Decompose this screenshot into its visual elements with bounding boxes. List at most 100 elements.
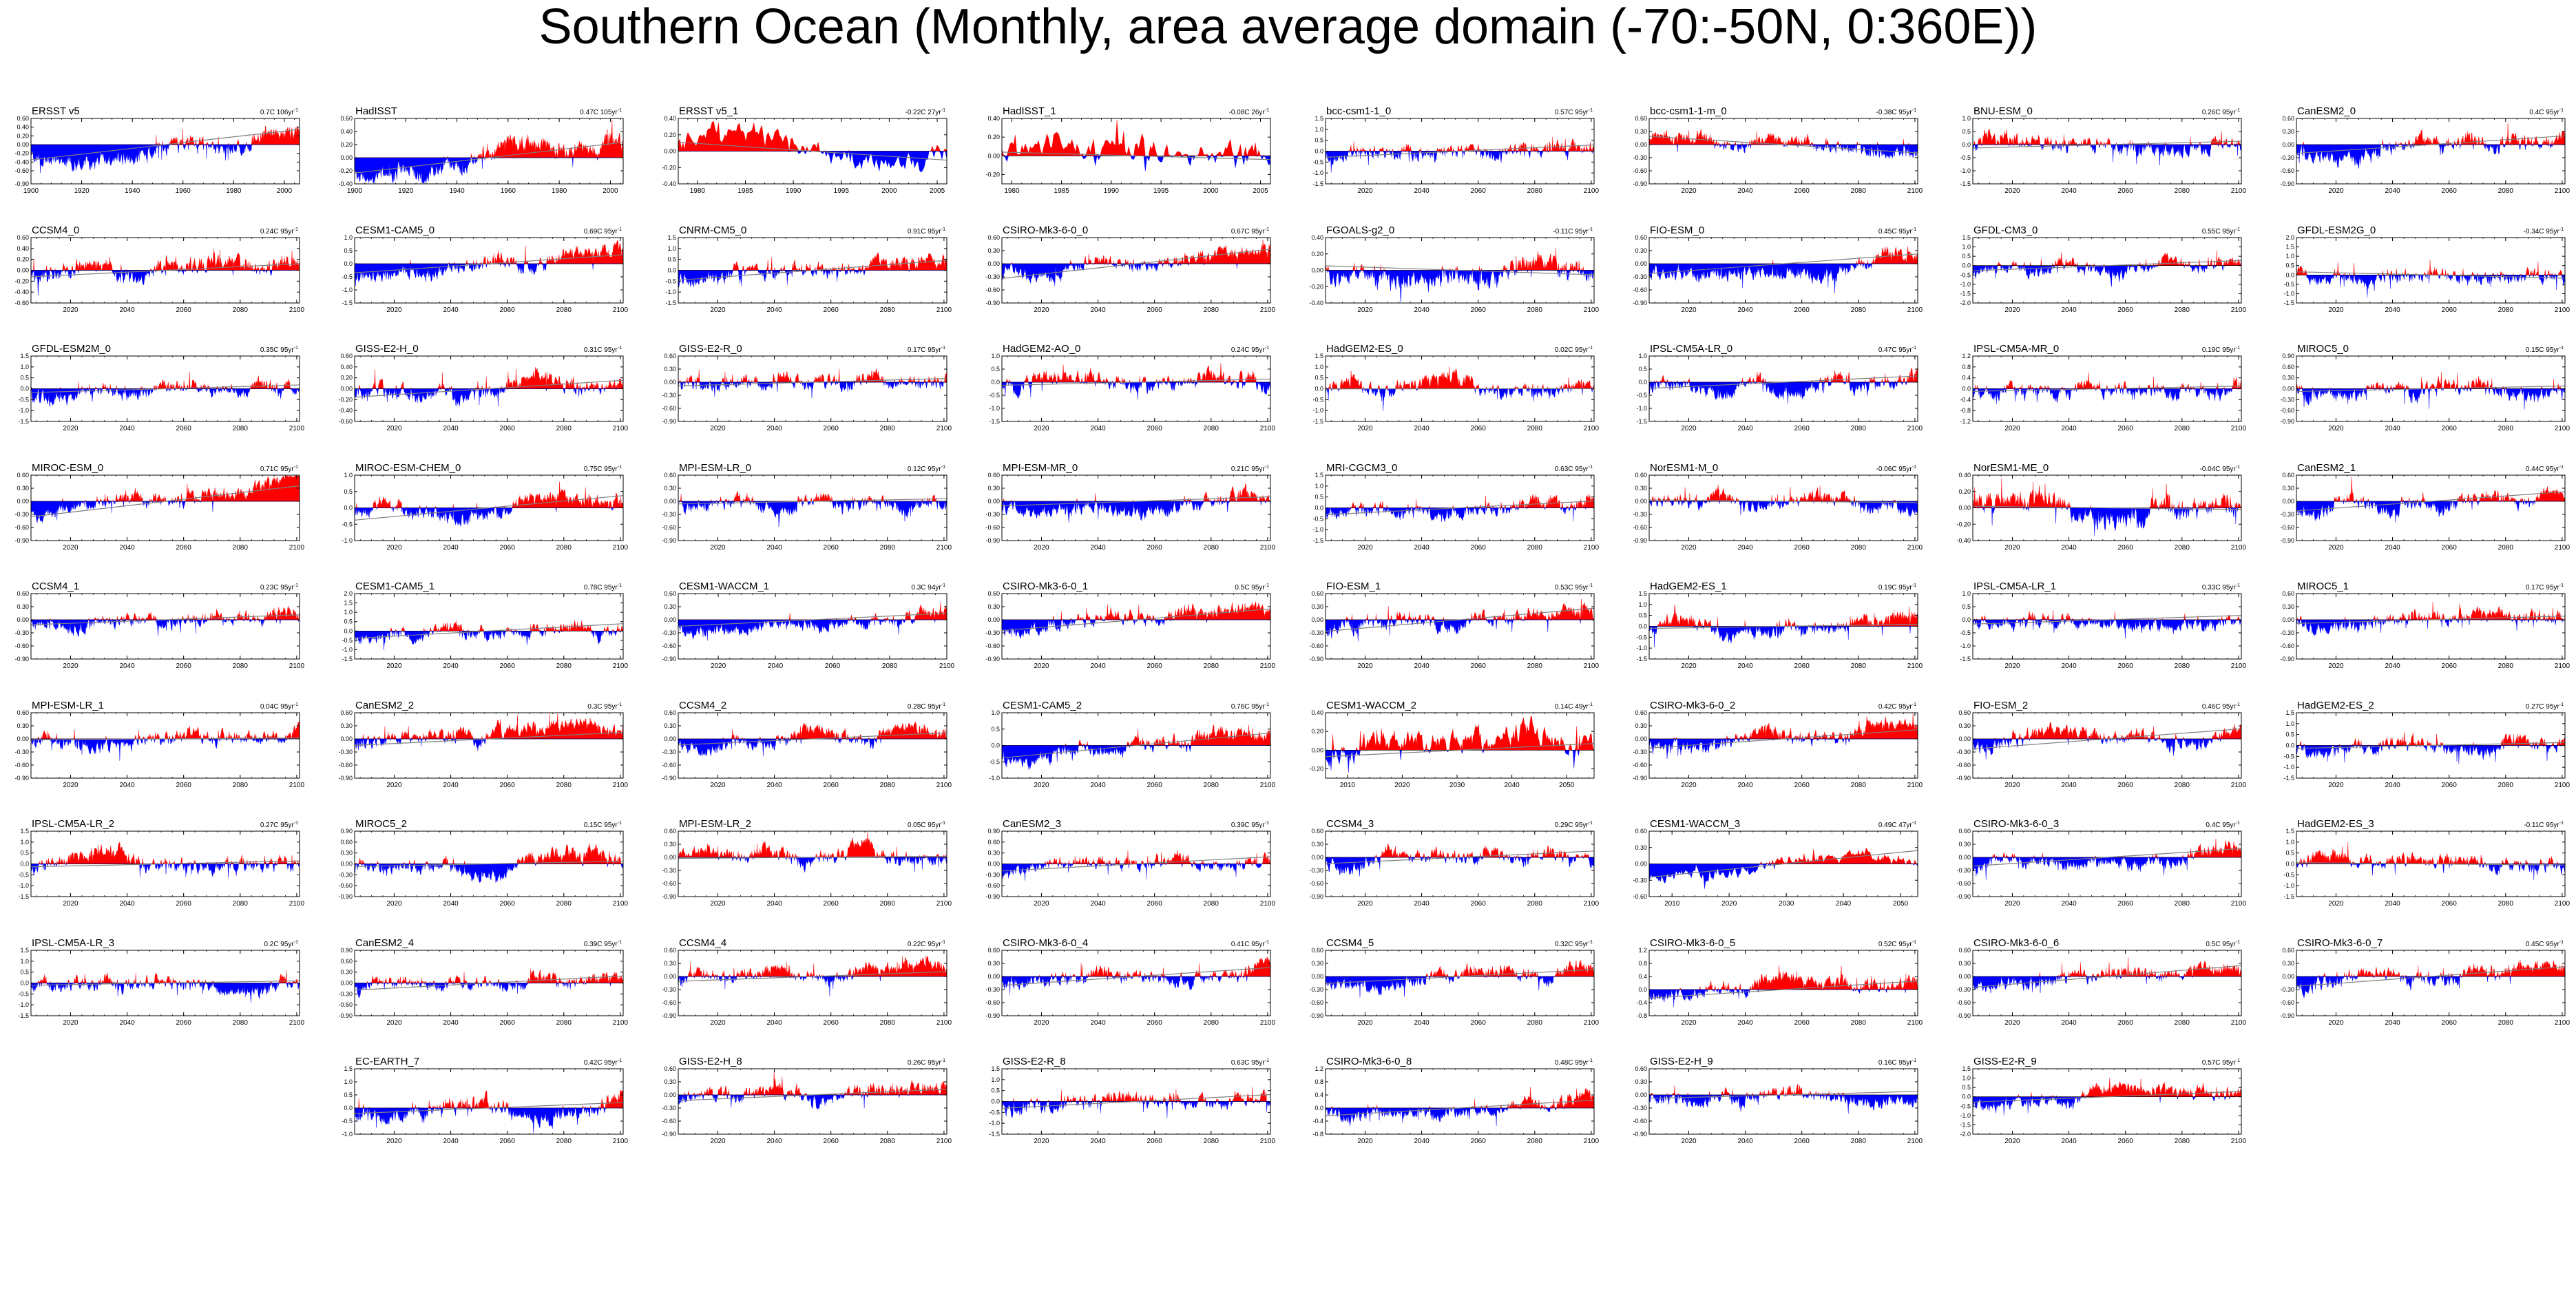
- y-tick-label: -0.60: [14, 524, 29, 531]
- x-tick-label: 2080: [1851, 544, 1867, 552]
- panel-ccsm4-0: CCSM4_0 0.24C 95yr-1 0.60 0.40 0.20 0.00 -0.20…: [14, 224, 304, 314]
- positive-anomaly-area: [355, 713, 624, 740]
- trend-exponent: -1: [618, 821, 622, 826]
- trend-line: [1972, 615, 2242, 625]
- panel-cesm1-waccm-2: CESM1-WACCM_2 0.14C 49yr-1 0.40 0.20 0.00 -0.…: [1309, 700, 1595, 789]
- trend-line: [1325, 743, 1595, 757]
- x-tick-label: 2100: [1260, 782, 1276, 789]
- panel-title: CSIRO-Mk3-6-0_1: [1003, 581, 1088, 592]
- negative-anomaly-area: [354, 630, 623, 650]
- panel-title: CESM1-WACCM_3: [1650, 818, 1740, 830]
- y-tick-label: 0.8: [1962, 364, 1971, 370]
- x-tick-label: 2020: [710, 544, 726, 552]
- panel-title: MIROC5_1: [2297, 581, 2349, 592]
- panel-canesm2-0: CanESM2_0 0.4C 95yr-1 0.60 0.30 0.00 -0.30 -0.…: [2280, 105, 2570, 195]
- trend-exponent: -1: [1589, 346, 1593, 351]
- positive-anomaly-area: [1326, 716, 1595, 751]
- y-tick-label: -1.0: [665, 289, 676, 295]
- trend-label: 0.69C 95yr-1: [584, 227, 622, 236]
- x-tick-label: 2020: [63, 425, 78, 432]
- x-tick-label: 2020: [1357, 662, 1373, 670]
- positive-anomaly-area: [1002, 850, 1270, 865]
- panel-canesm2-2: CanESM2_2 0.3C 95yr-1 0.60 0.30 0.00 -0.30 -0.…: [338, 700, 628, 789]
- positive-anomaly-area: [1973, 128, 2241, 145]
- y-tick-label: 0.00: [1958, 854, 1971, 861]
- trend-label: 0.63C 95yr-1: [1555, 465, 1593, 473]
- x-tick-label: 2060: [1794, 425, 1810, 432]
- x-tick-label: 2040: [443, 662, 459, 670]
- plot-frame: [354, 712, 624, 779]
- y-tick-label: -0.5: [1960, 271, 1971, 278]
- negative-anomaly-area: [1001, 619, 1270, 640]
- x-tick-label: 2100: [2555, 306, 2570, 314]
- positive-anomaly-area: [1002, 240, 1271, 264]
- x-tick-label: 2010: [1664, 900, 1680, 908]
- x-tick-label: 2060: [824, 782, 839, 789]
- x-tick-label: 2020: [2004, 187, 2020, 195]
- trend-line: [678, 498, 947, 505]
- trend-label: -0.11C 95yr-1: [1553, 227, 1593, 236]
- x-tick-label: 2040: [119, 900, 135, 908]
- positive-anomaly-area: [355, 367, 624, 390]
- y-tick-label: 0.0: [344, 505, 353, 512]
- panel-title: CSIRO-Mk3-6-0_2: [1650, 700, 1735, 711]
- x-tick-label: 2000: [1203, 187, 1219, 195]
- y-tick-label: -0.90: [14, 656, 29, 662]
- y-tick-label: 0.60: [1958, 709, 1971, 716]
- y-tick-label: 0.30: [664, 485, 676, 492]
- x-tick-label: 2040: [1090, 425, 1106, 432]
- x-tick-label: 2020: [1681, 544, 1697, 552]
- y-tick-label: 0.00: [987, 616, 1000, 623]
- x-tick-label: 2080: [233, 306, 249, 314]
- y-tick-label: 0.40: [1311, 234, 1323, 241]
- x-tick-label: 2040: [2385, 544, 2400, 552]
- y-tick-label: -0.20: [14, 278, 29, 284]
- x-tick-label: 2020: [386, 306, 402, 314]
- y-tick-label: 0.00: [1635, 141, 1647, 148]
- y-tick-label: 0.60: [340, 115, 353, 122]
- y-tick-label: 0.00: [987, 260, 1000, 267]
- panel-ipsl-cm5a-lr-2: IPSL-CM5A-LR_2 0.27C 95yr-1 1.5 1.0 0.5 0.0 -0…: [18, 818, 304, 908]
- y-tick-label: -0.90: [662, 537, 676, 544]
- x-tick-label: 2040: [2061, 782, 2077, 789]
- y-tick-label: 1.0: [20, 839, 29, 846]
- x-tick-label: 2040: [2385, 782, 2400, 789]
- panel-csiro-mk3-6-0-0: CSIRO-Mk3-6-0_0 0.67C 95yr-1 0.60 0.30 0.00 -…: [985, 224, 1275, 314]
- y-tick-label: 0.00: [987, 861, 1000, 868]
- positive-anomaly-area: [1326, 598, 1594, 620]
- x-tick-label: 2020: [1357, 187, 1373, 195]
- y-tick-label: 0.5: [344, 488, 353, 495]
- x-tick-label: 2100: [289, 900, 305, 908]
- y-tick-label: -0.30: [1633, 273, 1647, 280]
- x-tick-label: 2020: [710, 782, 726, 789]
- trend-line: [30, 384, 300, 393]
- y-tick-label: -0.60: [1633, 762, 1647, 769]
- x-tick-label: 2060: [1147, 662, 1163, 670]
- y-tick-label: 0.00: [17, 141, 29, 148]
- x-tick-label: 2040: [768, 662, 784, 670]
- trend-label: 0.55C 95yr-1: [2202, 227, 2240, 236]
- trend-label: 0.57C 95yr-1: [1555, 108, 1593, 116]
- panel-title: MIROC-ESM_0: [32, 462, 103, 474]
- trend-line: [678, 260, 947, 281]
- positive-anomaly-area: [31, 125, 300, 145]
- negative-anomaly-area: [354, 157, 623, 184]
- x-tick-label: 2020: [2328, 425, 2344, 432]
- panel-canesm2-3: CanESM2_3 0.39C 95yr-1 0.90 0.60 0.30 0.00 -0.…: [985, 818, 1275, 908]
- trend-line: [354, 731, 624, 746]
- x-tick-label: 2100: [2231, 306, 2247, 314]
- trend-label: 0.27C 95yr-1: [260, 821, 298, 829]
- panel-title: ERSST v5_1: [679, 105, 738, 117]
- x-tick-label: 2020: [1034, 782, 1049, 789]
- trend-label: 0.3C 94yr-1: [911, 583, 945, 592]
- x-tick-label: 2060: [176, 900, 192, 908]
- x-tick-label: 2080: [1851, 187, 1867, 195]
- y-tick-label: -0.40: [338, 407, 353, 414]
- x-tick-label: 2060: [176, 782, 192, 789]
- x-tick-label: 2060: [1147, 425, 1163, 432]
- x-tick-label: 2100: [289, 544, 305, 552]
- positive-anomaly-area: [678, 832, 947, 858]
- negative-anomaly-area: [1325, 619, 1595, 642]
- y-tick-label: 0.30: [1958, 841, 1971, 848]
- x-tick-label: 2080: [880, 306, 896, 314]
